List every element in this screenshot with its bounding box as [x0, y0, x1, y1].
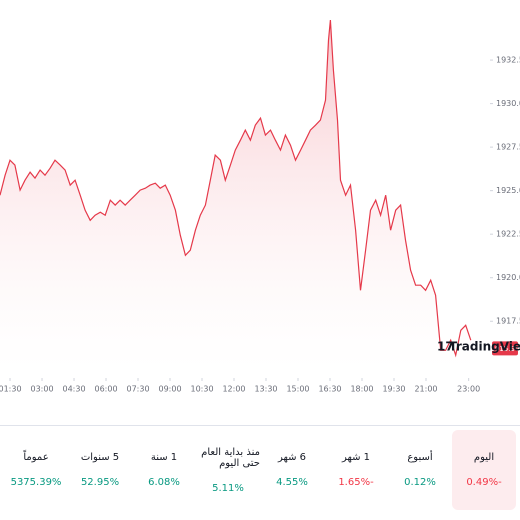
period-label: عموماً	[23, 452, 49, 463]
x-tick-label: 15:00	[286, 385, 309, 394]
chart: 1917.50 1920.00 1922.50 1925.00 1927.50 1930.…	[0, 19, 520, 394]
y-tick-label: 1932.50	[496, 56, 520, 65]
performance-cell[interactable]: عموماً 5375.39%	[4, 430, 68, 510]
period-change: 5375.39%	[10, 477, 62, 488]
x-tick-label: 18:00	[350, 385, 373, 394]
period-label: 5 سنوات	[80, 452, 120, 463]
period-label: 6 شهر	[277, 452, 307, 463]
period-label: 1 شهر	[341, 452, 371, 463]
area-fill	[0, 20, 471, 370]
x-tick-label: 04:30	[62, 385, 85, 394]
period-change: 0.12%	[404, 477, 436, 488]
x-tick-label: 21:00	[414, 385, 437, 394]
performance-cell[interactable]: 6 شهر 4.55%	[260, 430, 324, 510]
y-tick-label: 1925.00	[496, 186, 520, 195]
x-tick-label: 06:00	[94, 385, 117, 394]
last-price-box	[492, 341, 518, 356]
y-tick-label: 1927.50	[496, 143, 520, 152]
period-change: 5.11%	[212, 482, 244, 494]
x-tick-label: 03:00	[30, 385, 53, 394]
period-label: أسبوع	[407, 452, 433, 463]
performance-cell[interactable]: 5 سنوات 52.95%	[68, 430, 132, 510]
price-line	[0, 19, 472, 358]
period-change: 6.08%	[148, 477, 180, 488]
y-tick-label: 1920.00	[496, 273, 520, 282]
x-tick-label: 23:00	[457, 385, 480, 394]
x-tick-label: 09:00	[158, 385, 181, 394]
x-tick-label: 10:30	[190, 385, 213, 394]
performance-cell[interactable]: منذ بداية العام حتى اليوم 5.11%	[196, 430, 260, 510]
performance-cell[interactable]: 1 شهر 1.65%-	[324, 430, 388, 510]
y-tick-label: 1930.00	[496, 99, 520, 108]
x-tick-label: 13:30	[254, 385, 277, 394]
period-label: 1 سنة	[150, 452, 178, 463]
x-tick-label: 16:30	[318, 385, 341, 394]
period-change: 4.55%	[276, 477, 308, 488]
y-tick-label: 1917.50	[496, 317, 520, 326]
x-tick-label: 01:30	[0, 385, 22, 394]
last-price-label: 1915.94	[491, 345, 520, 353]
performance-cell[interactable]: اليوم 0.49%-	[452, 430, 516, 510]
x-tick-label: 12:00	[222, 385, 245, 394]
watermark: TradingView	[449, 340, 520, 354]
period-label: اليوم	[473, 452, 495, 463]
y-tick-label: 1922.50	[496, 230, 520, 239]
performance-cell[interactable]: 1 سنة 6.08%	[132, 430, 196, 510]
x-tick-label: 07:30	[126, 385, 149, 394]
period-change: 0.49%-	[466, 477, 502, 488]
period-change: 52.95%	[80, 477, 120, 488]
performance-cell[interactable]: أسبوع 0.12%	[388, 430, 452, 510]
performance-bar: اليوم 0.49%- أسبوع 0.12% 1 شهر 1.65%- 6 شهر 4.5…	[0, 425, 520, 520]
period-label: منذ بداية العام حتى اليوم	[201, 446, 260, 469]
x-tick-label: 19:30	[382, 385, 405, 394]
watermark-logo: 17	[437, 340, 454, 354]
period-change: 1.65%-	[338, 477, 374, 488]
